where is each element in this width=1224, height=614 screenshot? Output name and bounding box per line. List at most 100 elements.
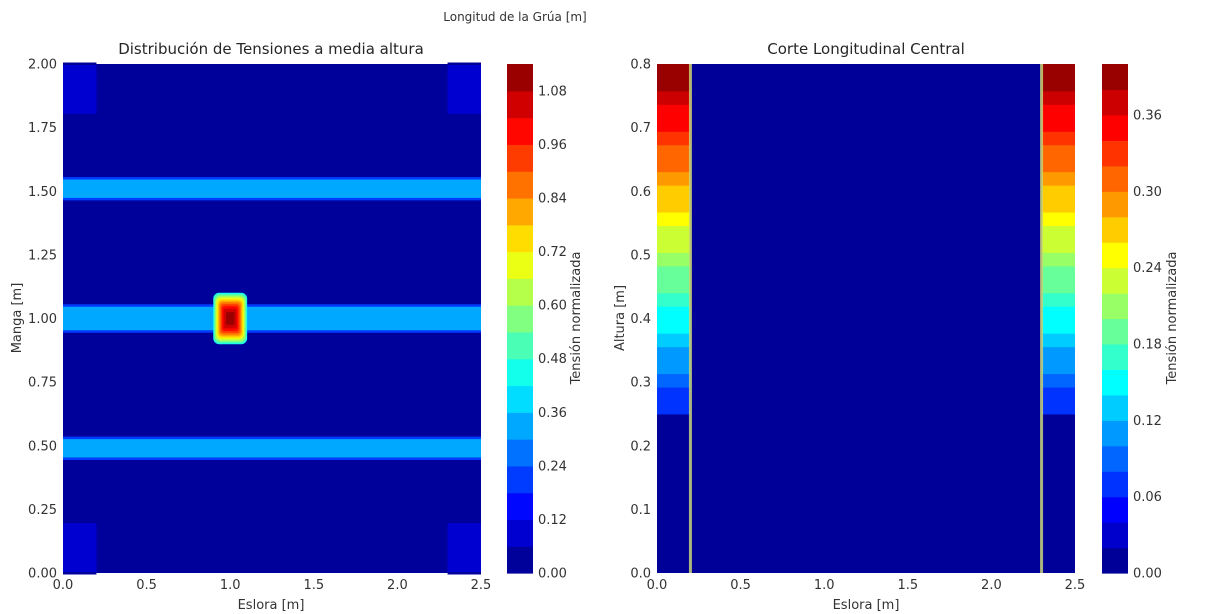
wall-stress-band: [657, 252, 691, 267]
colorbar-level: [1102, 343, 1128, 370]
longitudinal-section-heatmap: Corte Longitudinal Central 0.0 0.5 1.0 1.5 2…: [613, 40, 1180, 613]
colorbar-level: [1102, 191, 1128, 218]
y-tick-label: 0.2: [630, 439, 651, 454]
wall-stress-band: [657, 104, 691, 119]
wall-stress-band: [1041, 306, 1075, 321]
x-tick-label: 1.5: [303, 578, 324, 593]
wall-stress-band: [657, 360, 691, 375]
x-tick-label: 2.0: [981, 578, 1002, 593]
wall-stress-band: [1041, 117, 1075, 132]
wall-stress-band: [657, 319, 691, 334]
y-axis-label: Altura [m]: [613, 285, 628, 351]
wall-interface-line: [688, 64, 692, 573]
colorbar-level: [1102, 522, 1128, 549]
y-tick-label: 0.3: [630, 376, 651, 391]
wall-stress-band: [657, 265, 691, 280]
wall-stress-band: [1041, 265, 1075, 280]
wall-stress-band: [1041, 198, 1075, 213]
heatmap-region: [63, 439, 481, 458]
y-tick-label: 0.00: [28, 567, 57, 582]
wall-interface-line: [1040, 64, 1044, 573]
chart-title: Corte Longitudinal Central: [767, 40, 965, 58]
colorbar-level: [507, 251, 533, 279]
wall-stress-band: [1041, 131, 1075, 146]
x-tick-label: 1.0: [814, 578, 835, 593]
colorbar-tick-label: 0.36: [538, 406, 567, 421]
colorbar-level: [1102, 267, 1128, 294]
colorbar-tick-label: 0.24: [1133, 261, 1162, 276]
colorbar-level: [507, 305, 533, 333]
colorbar-level: [1102, 318, 1128, 345]
colorbar-level: [507, 90, 533, 119]
y-tick-label: 0.75: [28, 376, 57, 391]
x-axis-ticks: 0.0 0.5 1.0 1.5 2.0 2.5: [647, 578, 1086, 593]
colorbar-tick-label: 0.72: [538, 245, 567, 260]
wall-stress-band: [657, 185, 691, 200]
wall-stress-band: [1041, 104, 1075, 119]
wall-stress-band: [657, 346, 691, 361]
colorbar-tick-label: 0.18: [1133, 337, 1162, 352]
heatmap-region: [63, 523, 97, 572]
colorbar-level: [507, 117, 533, 145]
wall-stress-band: [1041, 346, 1075, 361]
y-axis-ticks: 0.00 0.25 0.50 0.75 1.00 1.25 1.50 1.75 2.00: [28, 58, 57, 582]
heatmap-region: [447, 65, 481, 114]
heatmap-background: [657, 64, 1075, 573]
colorbar-level: [1102, 369, 1128, 396]
wall-stress-band: [1041, 400, 1075, 415]
wall-stress-band: [657, 77, 691, 92]
colorbar-level: [1102, 420, 1128, 447]
colorbar-tick-label: 0.24: [538, 459, 567, 474]
y-tick-label: 0.7: [630, 121, 651, 136]
colorbar-level: [1102, 165, 1128, 192]
colorbar-level: [1102, 293, 1128, 320]
wall-stress-band: [657, 171, 691, 186]
colorbar-tick-label: 0.96: [538, 138, 567, 153]
x-tick-label: 2.5: [1065, 578, 1086, 593]
colorbar-level: [507, 465, 533, 494]
colorbar-ticks: 0.00 0.06 0.12 0.18 0.24 0.30 0.36: [1133, 108, 1162, 581]
wall-stress-band: [657, 333, 691, 348]
colorbar-level: [507, 331, 533, 360]
colorbar-level: [507, 412, 533, 440]
y-tick-label: 0.5: [630, 248, 651, 263]
colorbar-level: [507, 492, 533, 521]
wall-stress-band: [1041, 144, 1075, 159]
x-axis-label: Eslora [m]: [238, 598, 305, 613]
colorbar-tick-label: 0.12: [538, 513, 567, 528]
colorbar-level: [507, 224, 533, 253]
colorbar-level: [1102, 64, 1128, 91]
heatmap-area: [63, 62, 481, 575]
x-tick-label: 0.5: [136, 578, 157, 593]
wall-stress-band: [657, 279, 691, 294]
colorbar-level: [507, 439, 533, 467]
colorbar-tick-label: 0.30: [1133, 185, 1162, 200]
wall-stress-band: [657, 400, 691, 415]
y-tick-label: 1.25: [28, 248, 57, 263]
wall-stress-band: [1041, 373, 1075, 388]
wall-stress-band: [657, 198, 691, 213]
x-axis-ticks: 0.0 0.5 1.0 1.5 2.0 2.5: [53, 578, 492, 593]
colorbar-tick-label: 0.00: [1133, 567, 1162, 582]
y-axis-label: Manga [m]: [10, 283, 25, 354]
figure-suptitle: Longitud de la Grúa [m]: [443, 10, 587, 24]
colorbar-ticks: 0.00 0.12 0.24 0.36 0.48 0.60 0.72 0.84 0.96 1.08: [538, 84, 567, 581]
x-tick-label: 0.5: [730, 578, 751, 593]
colorbar-level: [1102, 140, 1128, 167]
wall-stress-band: [1041, 319, 1075, 334]
y-tick-label: 0.4: [630, 312, 651, 327]
wall-stress-band: [1041, 212, 1075, 227]
hotspot-level: [226, 312, 235, 325]
wall-stress-band: [1041, 64, 1075, 78]
y-tick-label: 0.8: [630, 58, 651, 73]
wall-stress-band: [657, 64, 691, 78]
colorbar-level: [1102, 114, 1128, 141]
colorbar: [507, 64, 533, 574]
y-tick-label: 1.50: [28, 185, 57, 200]
wall-stress-band: [1041, 252, 1075, 267]
wall-stress-band: [657, 212, 691, 227]
colorbar-level: [507, 385, 533, 413]
colorbar-level: [1102, 471, 1128, 498]
colorbar-tick-label: 0.36: [1133, 108, 1162, 123]
